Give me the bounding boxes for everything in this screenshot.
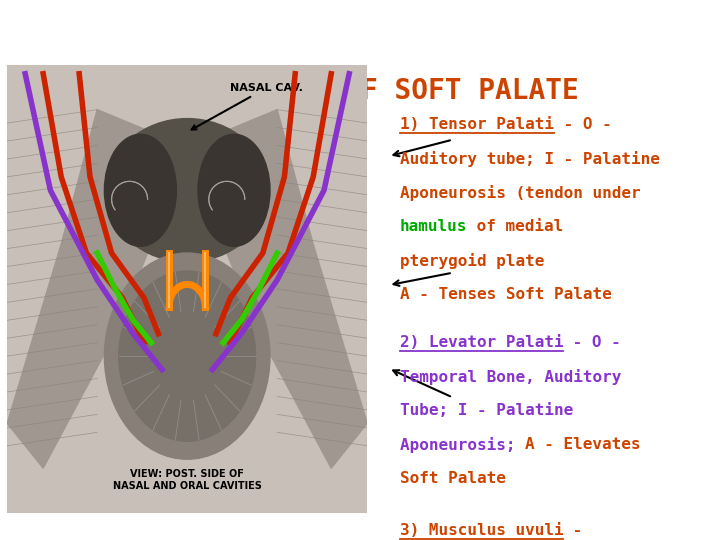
Circle shape [104, 253, 270, 459]
Text: 2) Levator Palati: 2) Levator Palati [400, 335, 563, 350]
Ellipse shape [107, 119, 268, 262]
Circle shape [119, 271, 256, 441]
Text: Tube; I - Palatine: Tube; I - Palatine [400, 403, 573, 418]
Text: Temporal Bone, Auditory: Temporal Bone, Auditory [400, 369, 621, 385]
Text: Aponeurosis (tendon under: Aponeurosis (tendon under [400, 185, 640, 201]
Polygon shape [7, 110, 169, 468]
Text: Soft Palate: Soft Palate [400, 471, 505, 487]
Ellipse shape [198, 134, 270, 246]
Text: 1) Tensor Palati: 1) Tensor Palati [400, 117, 554, 132]
Ellipse shape [104, 134, 176, 246]
Text: - O -: - O - [563, 335, 621, 350]
Text: hamulus: hamulus [400, 219, 467, 234]
Text: -: - [563, 523, 582, 537]
Text: VIEW: POST. SIDE OF
NASAL AND ORAL CAVITIES: VIEW: POST. SIDE OF NASAL AND ORAL CAVIT… [113, 469, 261, 490]
Text: 3) Musculus uvuli: 3) Musculus uvuli [400, 523, 563, 537]
Text: A - Elevates: A - Elevates [525, 437, 640, 453]
Text: Auditory tube; I - Palatine: Auditory tube; I - Palatine [400, 151, 660, 167]
Text: Aponeurosis;: Aponeurosis; [400, 437, 525, 453]
Polygon shape [205, 110, 367, 468]
Text: a. MUSCLES OF SOFT PALATE: a. MUSCLES OF SOFT PALATE [160, 77, 578, 105]
Text: A - Tenses Soft Palate: A - Tenses Soft Palate [400, 287, 611, 302]
Text: NASAL CAV.: NASAL CAV. [192, 83, 303, 130]
Text: of medial: of medial [467, 219, 563, 234]
Text: - O -: - O - [554, 117, 611, 132]
Text: pterygoid plate: pterygoid plate [400, 253, 544, 269]
